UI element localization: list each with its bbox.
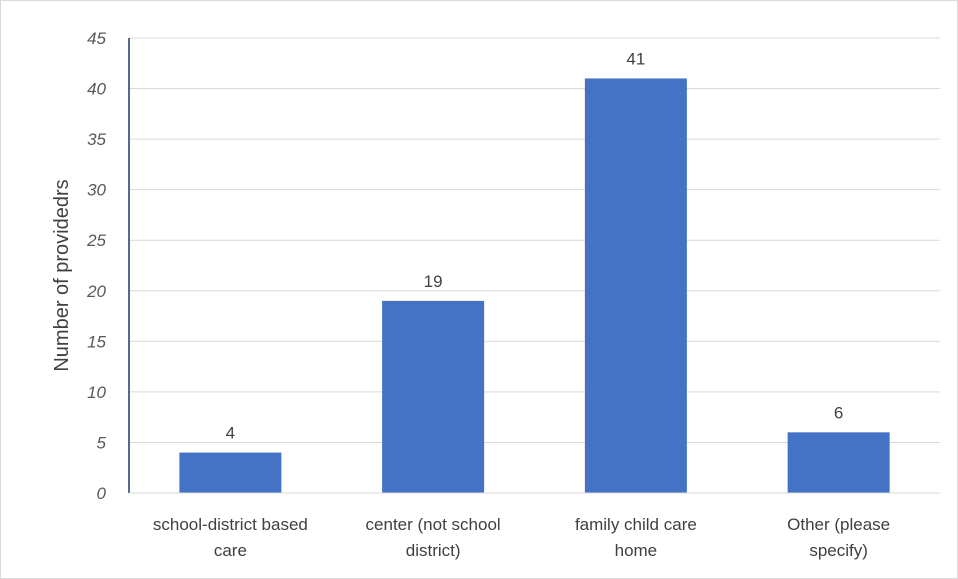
y-axis-ticks: 0 5 10 15 20 25 30 35 40 45 (86, 29, 106, 503)
data-label: 4 (226, 424, 235, 443)
y-tick-label: 30 (87, 181, 106, 200)
x-category-label: home (615, 541, 658, 560)
bar-3 (584, 78, 687, 493)
y-tick-label: 0 (97, 484, 107, 503)
x-category-label: district) (406, 541, 461, 560)
y-axis-label: Number of providedrs (51, 179, 73, 371)
x-axis-categories: school-district based care center (not sch… (153, 515, 890, 560)
y-tick-label: 20 (86, 282, 106, 301)
y-tick-label: 25 (86, 231, 106, 250)
x-category-label: care (214, 541, 247, 560)
data-label: 6 (834, 403, 843, 422)
y-tick-label: 40 (87, 80, 106, 99)
y-tick-label: 45 (87, 29, 106, 48)
y-tick-label: 15 (87, 332, 106, 351)
gridlines (129, 37, 940, 443)
x-category-label: center (not school (366, 515, 501, 534)
x-category-label: specify) (809, 541, 868, 560)
bar-1 (179, 452, 282, 493)
y-tick-label: 5 (97, 433, 107, 452)
x-category-label: family child care (575, 515, 697, 534)
bar-2 (382, 300, 485, 493)
x-category-label: school-district based (153, 515, 308, 534)
y-tick-label: 35 (87, 130, 106, 149)
data-label: 19 (424, 272, 443, 291)
bars (179, 78, 890, 493)
data-labels: 4 19 41 6 (226, 49, 844, 442)
y-tick-label: 10 (87, 383, 106, 402)
data-label: 41 (626, 49, 645, 68)
bar-4 (787, 432, 890, 493)
x-category-label: Other (please (787, 515, 890, 534)
